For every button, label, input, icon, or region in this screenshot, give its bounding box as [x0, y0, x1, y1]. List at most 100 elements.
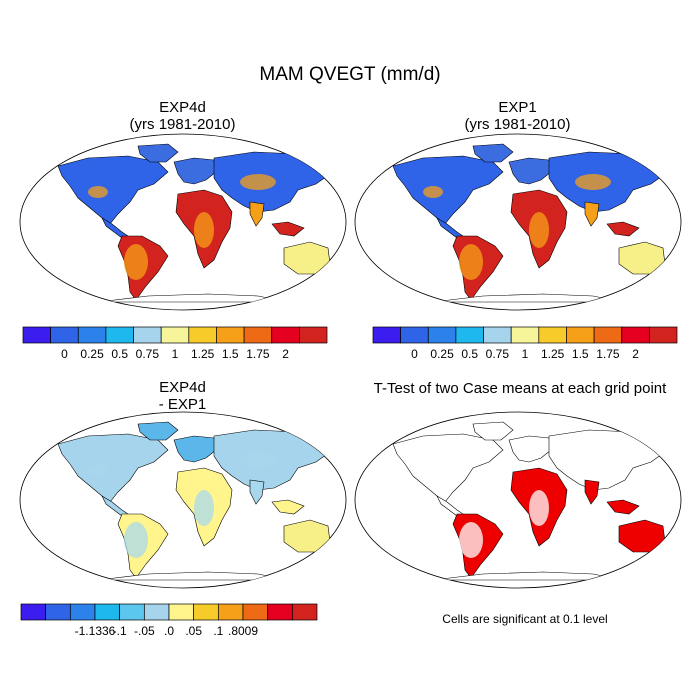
- map-exp1: [354, 133, 682, 311]
- landmass-north-america: [57, 155, 169, 225]
- panel-title-exp1-line2: (yrs 1981-2010): [464, 116, 571, 133]
- colorbar-exp1: 0 0.25 0.5 0.75 1 1.25 1.5 1.75 2: [372, 326, 678, 361]
- panel-title-diff-line2: - EXP1: [158, 396, 207, 413]
- landmass-europe: [173, 157, 217, 185]
- colorbar-tick-label: 0.25: [430, 347, 454, 361]
- field-accent: [240, 174, 276, 190]
- map-diff: [19, 411, 347, 589]
- panel-title-exp1-line1: EXP1: [498, 99, 537, 116]
- field-accent: [88, 186, 108, 198]
- colorbar-swatch: [22, 326, 51, 344]
- colorbar-tick-label: 1.5: [222, 347, 239, 361]
- landmass-india: [249, 201, 265, 227]
- colorbar-tick-label: 1.5: [572, 347, 589, 361]
- colorbar-swatch: [510, 326, 540, 344]
- colorbar-exp4d: 0 0.25 0.5 0.75 1 1.25 1.5 1.75 2: [22, 326, 328, 361]
- colorbar-swatch: [566, 326, 595, 344]
- panel-title-diff: EXP4d - EXP1: [20, 379, 345, 413]
- colorbar-swatch: [271, 326, 300, 344]
- landmass-indonesia: [271, 499, 305, 515]
- field-accent: [194, 212, 214, 248]
- colorbar-swatch: [45, 603, 71, 621]
- colorbar-tick-label: .1: [213, 624, 223, 638]
- landmass-north-america: [392, 433, 504, 503]
- field-accent: [124, 522, 148, 558]
- landmass-india: [249, 479, 265, 505]
- field-accent: [124, 244, 148, 280]
- colorbar-swatch: [94, 603, 121, 621]
- field-accent: [575, 174, 611, 190]
- landmass-greenland: [137, 143, 179, 163]
- colorbar-swatch: [483, 326, 512, 344]
- colorbar-swatch: [621, 326, 650, 344]
- field-accent: [240, 452, 276, 468]
- colorbar-tick-label: .0: [164, 624, 174, 638]
- colorbar-tick-label: 0: [411, 347, 418, 361]
- colorbar-tick-label: 0: [61, 347, 68, 361]
- colorbar-swatch: [133, 326, 162, 344]
- landmass-greenland: [137, 421, 179, 441]
- landmass-greenland: [472, 421, 514, 441]
- colorbar-swatch: [291, 603, 318, 621]
- map-ttest: [354, 411, 682, 589]
- figure-title: MAM QVEGT (mm/d): [259, 64, 441, 85]
- colorbar-tick-label: 2: [282, 347, 289, 361]
- field-accent: [423, 464, 443, 476]
- field-accent: [529, 212, 549, 248]
- field-accent: [459, 244, 483, 280]
- colorbar-swatch: [299, 326, 328, 344]
- colorbar-swatch: [372, 326, 401, 344]
- colorbar-tick-label: .8009: [228, 624, 258, 638]
- colorbar-swatch: [50, 326, 79, 344]
- field-accent: [423, 186, 443, 198]
- field-accent: [459, 522, 483, 558]
- landmass-north-america: [57, 433, 169, 503]
- landmass-india: [584, 479, 600, 505]
- colorbar-tick-label: -.05: [134, 624, 155, 638]
- colorbar-swatch: [119, 603, 145, 621]
- panel-title-diff-line1: EXP4d: [159, 379, 206, 396]
- landmass-australia: [618, 241, 666, 275]
- colorbar-swatch: [20, 603, 47, 621]
- colorbar-swatch: [455, 326, 484, 344]
- colorbar-swatch: [217, 603, 244, 621]
- colorbar-tick-label: 0.75: [136, 347, 160, 361]
- colorbar-tick-label: 2: [632, 347, 639, 361]
- colorbar-swatch: [538, 326, 567, 344]
- landmass-greenland: [472, 143, 514, 163]
- colorbar-swatch: [267, 603, 293, 621]
- landmass-europe: [508, 157, 552, 185]
- colorbar-swatch: [242, 603, 269, 621]
- landmass-indonesia: [606, 221, 640, 237]
- field-accent: [194, 490, 214, 526]
- significance-note: Cells are significant at 0.1 level: [442, 612, 608, 626]
- panel-title-exp4d: EXP4d (yrs 1981-2010): [20, 99, 345, 133]
- map-exp4d: [19, 133, 347, 311]
- landmass-australia: [283, 241, 331, 275]
- panel-title-ttest-line1: T-Test of two Case means at each grid po…: [373, 380, 667, 397]
- field-accent: [88, 464, 108, 476]
- colorbar-tick-label: 1: [172, 347, 179, 361]
- colorbar-swatch: [105, 326, 134, 344]
- landmass-indonesia: [606, 499, 640, 515]
- colorbar-tick-label: -.1: [113, 624, 127, 638]
- colorbar-tick-label: 0.5: [461, 347, 478, 361]
- field-accent: [575, 452, 611, 468]
- field-accent: [529, 490, 549, 526]
- colorbar-swatch: [400, 326, 429, 344]
- landmass-europe: [173, 435, 217, 463]
- colorbar-tick-label: 0.25: [80, 347, 104, 361]
- colorbar-swatch: [77, 326, 107, 344]
- colorbar-swatch: [593, 326, 623, 344]
- colorbar-tick-label: 1.25: [191, 347, 215, 361]
- colorbar-tick-label: 0.75: [486, 347, 510, 361]
- landmass-indonesia: [271, 221, 305, 237]
- colorbar-tick-label: -1.1336: [75, 624, 116, 638]
- panel-title-ttest: T-Test of two Case means at each grid po…: [340, 380, 700, 397]
- colorbar-tick-label: 1.25: [541, 347, 565, 361]
- landmass-australia: [618, 519, 666, 553]
- colorbar-swatch: [188, 326, 217, 344]
- landmass-north-america: [392, 155, 504, 225]
- colorbar-swatch: [69, 603, 96, 621]
- panel-title-exp4d-line2: (yrs 1981-2010): [129, 116, 236, 133]
